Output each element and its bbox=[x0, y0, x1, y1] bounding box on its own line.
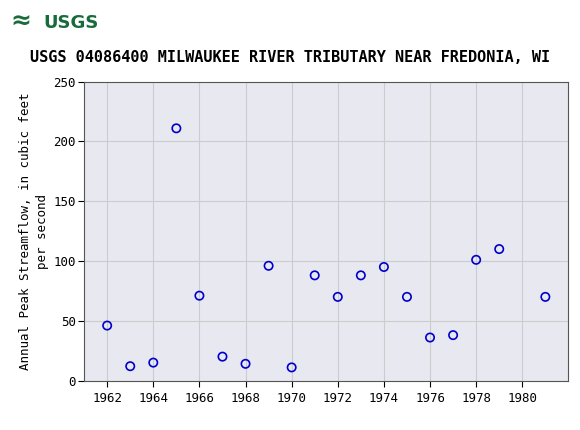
Point bbox=[448, 332, 458, 338]
Point bbox=[126, 363, 135, 370]
Point bbox=[287, 364, 296, 371]
Text: USGS 04086400 MILWAUKEE RIVER TRIBUTARY NEAR FREDONIA, WI: USGS 04086400 MILWAUKEE RIVER TRIBUTARY … bbox=[30, 50, 550, 65]
Point bbox=[241, 360, 250, 367]
Point bbox=[103, 322, 112, 329]
Point bbox=[264, 262, 273, 269]
Text: USGS: USGS bbox=[44, 14, 99, 31]
Point bbox=[541, 293, 550, 300]
Point bbox=[218, 353, 227, 360]
Point bbox=[425, 334, 434, 341]
Point bbox=[333, 293, 342, 300]
Point bbox=[403, 293, 412, 300]
Point bbox=[472, 256, 481, 263]
FancyBboxPatch shape bbox=[5, 3, 89, 42]
Y-axis label: Annual Peak Streamflow, in cubic feet
per second: Annual Peak Streamflow, in cubic feet pe… bbox=[19, 92, 49, 370]
Point bbox=[172, 125, 181, 132]
Point bbox=[495, 246, 504, 252]
Point bbox=[148, 359, 158, 366]
Point bbox=[195, 292, 204, 299]
Point bbox=[310, 272, 320, 279]
Text: ≈: ≈ bbox=[10, 9, 31, 34]
Point bbox=[379, 264, 389, 270]
Point bbox=[356, 272, 365, 279]
